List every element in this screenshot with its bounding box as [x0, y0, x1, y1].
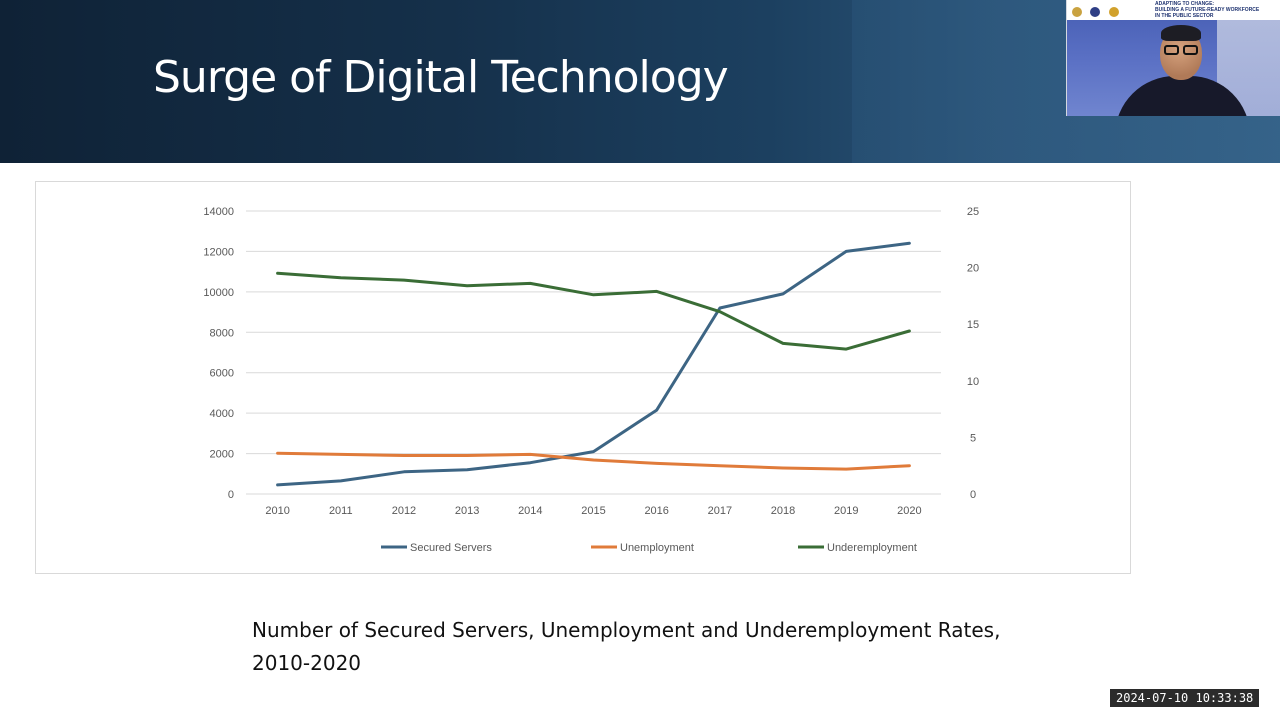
x-axis-tick-label: 2017 [708, 505, 732, 517]
webcam-banner-line3: IN THE PUBLIC SECTOR [1155, 13, 1214, 19]
y-axis-tick-label: 4000 [210, 408, 234, 420]
webcam-banner-text: ADAPTING TO CHANGE: BUILDING A FUTURE-RE… [1155, 1, 1279, 19]
legend-label: Secured Servers [410, 542, 492, 554]
org-logo-icon [1108, 6, 1119, 17]
y-axis-tick-label: 12000 [203, 246, 234, 258]
y-axis-tick-label: 14000 [203, 206, 234, 218]
x-axis-tick-label: 2010 [265, 505, 289, 517]
series-line-unemployment [276, 451, 911, 471]
x-axis-tick-label: 2013 [455, 505, 479, 517]
x-axis-tick-label: 2012 [392, 505, 416, 517]
x-axis-tick-label: 2014 [518, 505, 542, 517]
org-logo-icon [1072, 6, 1082, 17]
series-line-underemployment [276, 271, 911, 351]
y-axis-tick-label: 10000 [203, 287, 234, 299]
x-axis-tick-label: 2011 [329, 505, 353, 517]
webcam-video [1067, 20, 1280, 116]
x-axis-tick-label: 2019 [834, 505, 858, 517]
line-chart: 0 2000 4000 6000 8000 10000 12000 14000 0 5 10 15 20… [203, 206, 979, 554]
webcam-feed: ADAPTING TO CHANGE: BUILDING A FUTURE-RE… [1066, 0, 1280, 116]
x-axis-tick-label: 2020 [897, 505, 921, 517]
y2-axis-tick-label: 10 [967, 376, 979, 388]
chart-frame: 0 2000 4000 6000 8000 10000 12000 14000 0 5 10 15 20… [35, 181, 1131, 574]
recording-timestamp: 2024-07-10 10:33:38 [1110, 689, 1260, 707]
legend-label: Underemployment [827, 542, 917, 554]
y-axis-tick-label: 8000 [210, 327, 234, 339]
webcam-banner-title: ADAPTING TO CHANGE: [1155, 1, 1215, 7]
webcam-logos [1072, 3, 1150, 17]
y2-axis-tick-label: 25 [967, 206, 979, 218]
y2-axis-tick-label: 5 [970, 432, 976, 444]
x-axis-tick-label: 2015 [581, 505, 605, 517]
webcam-banner-line2: BUILDING A FUTURE-READY WORKFORCE [1155, 7, 1260, 13]
y-axis-tick-label: 2000 [210, 449, 234, 461]
series-line-secured-servers [276, 241, 911, 487]
x-axis-tick-label: 2016 [644, 505, 668, 517]
y2-axis-tick-label: 0 [970, 489, 976, 501]
y2-axis-tick-label: 15 [967, 319, 979, 331]
y-axis-tick-label: 0 [228, 489, 234, 501]
slide-title: Surge of Digital Technology [153, 52, 729, 103]
y-axis-tick-label: 6000 [210, 368, 234, 380]
legend-label: Unemployment [620, 542, 694, 554]
chart-caption: Number of Secured Servers, Unemployment … [252, 618, 1001, 675]
presenter-glasses [1162, 45, 1200, 56]
presenter-hair [1161, 25, 1201, 41]
x-axis-tick-label: 2018 [771, 505, 795, 517]
webcam-banner: ADAPTING TO CHANGE: BUILDING A FUTURE-RE… [1067, 0, 1280, 20]
org-logo-icon [1090, 6, 1101, 17]
y2-axis-tick-label: 20 [967, 263, 979, 275]
